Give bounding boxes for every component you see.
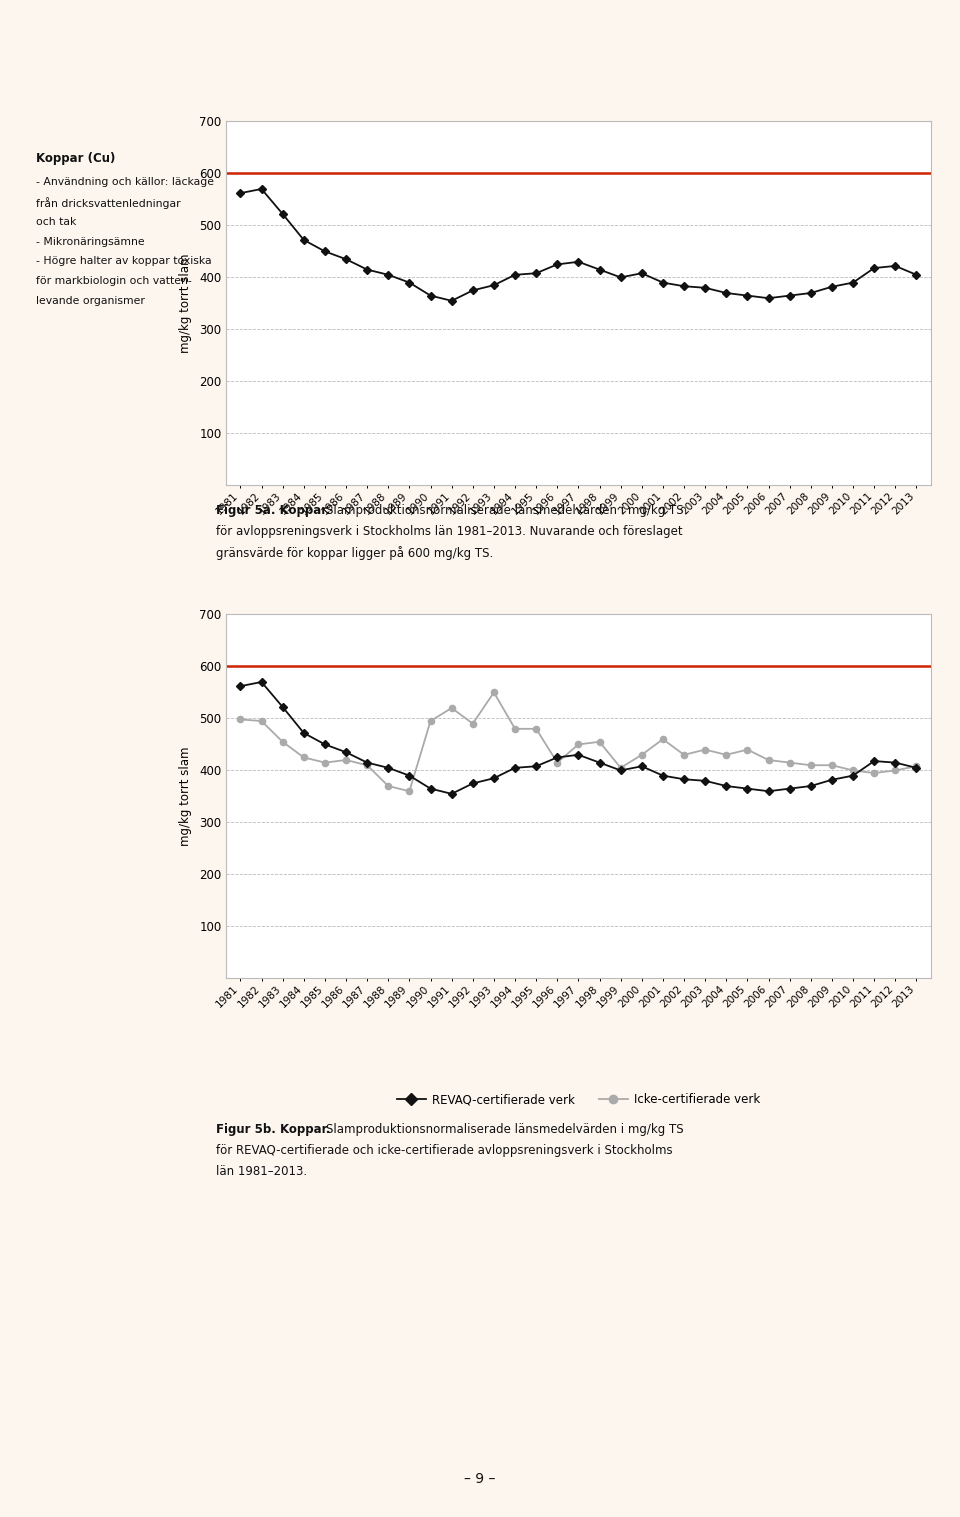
Text: för avloppsreningsverk i Stockholms län 1981–2013. Nuvarande och föreslaget: för avloppsreningsverk i Stockholms län … <box>216 525 683 539</box>
Text: - Användning och källor: läckage: - Användning och källor: läckage <box>36 177 214 187</box>
Text: gränsvärde för koppar ligger på 600 mg/kg TS.: gränsvärde för koppar ligger på 600 mg/k… <box>216 546 493 560</box>
Text: och tak: och tak <box>36 217 77 226</box>
Text: - Högre halter av koppar toxiska: - Högre halter av koppar toxiska <box>36 256 212 265</box>
Text: levande organismer: levande organismer <box>36 296 145 305</box>
Text: Figur 5a. Koppar.: Figur 5a. Koppar. <box>216 504 330 517</box>
Text: län 1981–2013.: län 1981–2013. <box>216 1165 307 1179</box>
Text: – 9 –: – 9 – <box>465 1471 495 1487</box>
Text: Koppar (Cu): Koppar (Cu) <box>36 152 116 165</box>
Text: Slamproduktionsnormaliserade länsmedelvärden i mg/kg TS: Slamproduktionsnormaliserade länsmedelvä… <box>326 1123 684 1136</box>
Text: Figur 5b. Koppar.: Figur 5b. Koppar. <box>216 1123 330 1136</box>
Text: från dricksvattenledningar: från dricksvattenledningar <box>36 197 181 209</box>
Legend: REVAQ-certifierade verk, Icke-certifierade verk: REVAQ-certifierade verk, Icke-certifiera… <box>392 1089 765 1110</box>
Text: för markbiologin och vatten-: för markbiologin och vatten- <box>36 276 192 285</box>
Y-axis label: mg/kg torrt slam: mg/kg torrt slam <box>180 746 192 846</box>
Y-axis label: mg/kg torrt slam: mg/kg torrt slam <box>180 253 192 353</box>
Text: Slamproduktionsnormaliserade länsmedelvärden i mg/kg TS: Slamproduktionsnormaliserade länsmedelvä… <box>326 504 684 517</box>
Text: för REVAQ-certifierade och icke-certifierade avloppsreningsverk i Stockholms: för REVAQ-certifierade och icke-certifie… <box>216 1144 673 1157</box>
Text: - Mikronäringsämne: - Mikronäringsämne <box>36 237 145 246</box>
